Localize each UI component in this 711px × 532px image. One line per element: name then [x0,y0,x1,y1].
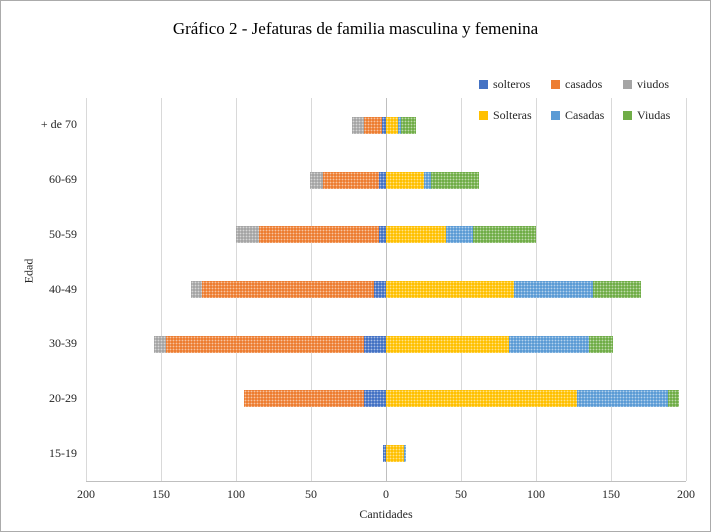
x-tick-label: 200 [77,487,95,501]
bar-segment-Solteras [386,445,404,462]
y-category-label: 50-59 [49,227,77,241]
bar-segment-solteros [363,336,386,353]
bar-segment-Viudas [588,336,613,353]
legend: solteros casados viudos Solteras Casadas Viud… [479,77,691,123]
bar-segment-viudos [191,281,202,298]
bar-segment-casados [323,172,379,189]
legend-item-Casadas: Casadas [551,108,619,123]
x-tick-label: 100 [527,487,545,501]
bar-segment-viudos [153,336,166,353]
bar-segment-Solteras [386,390,577,407]
legend-swatch [623,111,632,120]
y-axis-category-labels: + de 70 60-69 50-59 40-49 30-39 20-29 15-19 [1,98,77,481]
x-tick-label: 200 [677,487,695,501]
y-category-label: 15-19 [49,446,77,460]
bar-segment-casados [165,336,364,353]
bar-segment-Casadas [576,390,668,407]
legend-label: Viudas [637,108,671,122]
legend-item-viudos: viudos [623,77,691,92]
legend-label: casados [565,77,603,91]
bar-segment-viudos [351,117,364,134]
x-tick-label: 150 [152,487,170,501]
bar-segment-Casadas [446,226,473,243]
bar-segment-casados [258,226,379,243]
bar-segment-casados [201,281,374,298]
bar-segment-solteros [383,445,386,462]
legend-swatch [623,80,632,89]
legend-item-Viudas: Viudas [623,108,691,123]
legend-label: Solteras [493,108,532,122]
x-tick-label: 100 [227,487,245,501]
bar-segment-Viudas [431,172,479,189]
legend-swatch [551,111,560,120]
legend-label: Casadas [565,108,605,122]
gridline [686,98,687,481]
legend-swatch [479,80,488,89]
bar-segment-Casadas [509,336,589,353]
y-category-label: + de 70 [40,117,77,131]
x-axis-title: Cantidades [359,507,413,521]
bar-segment-Viudas [401,117,416,134]
bar-segment-solteros [378,172,386,189]
y-category-label: 30-39 [49,336,77,350]
bar-segment-Solteras [386,281,514,298]
x-tick-label: 150 [602,487,620,501]
y-category-label: 40-49 [49,282,77,296]
legend-item-solteros: solteros [479,77,547,92]
bar-segment-Casadas [404,445,406,462]
bar-segment-Solteras [386,336,509,353]
bar-segment-Casadas [423,172,431,189]
bar-segment-solteros [381,117,386,134]
bar-segment-Casadas [398,117,401,134]
gridline [161,98,162,481]
bar-segment-casados [243,390,364,407]
bar-segment-solteros [374,281,386,298]
bar-segment-Solteras [386,172,424,189]
bar-segment-Solteras [386,117,398,134]
legend-item-Solteras: Solteras [479,108,547,123]
bar-segment-Viudas [668,390,679,407]
y-category-label: 20-29 [49,391,77,405]
gridline [86,98,87,481]
x-tick-label: 50 [305,487,317,501]
x-tick-label: 50 [455,487,467,501]
legend-item-casados: casados [551,77,619,92]
bar-segment-Casadas [513,281,593,298]
plot-area [86,98,687,482]
bar-segment-casados [363,117,382,134]
bar-segment-Solteras [386,226,446,243]
x-axis-tick-labels: 200 150 100 50 0 50 100 150 200 [77,487,695,503]
bar-segment-viudos [236,226,259,243]
legend-label: viudos [637,77,670,91]
bar-segment-Viudas [473,226,536,243]
legend-swatch [551,80,560,89]
bar-segment-viudos [309,172,323,189]
x-tick-label: 0 [383,487,389,501]
y-category-label: 60-69 [49,172,77,186]
bar-segment-Viudas [593,281,641,298]
legend-label: solteros [493,77,531,91]
bar-segment-solteros [363,390,386,407]
legend-swatch [479,111,488,120]
chart-title: Gráfico 2 - Jefaturas de familia masculi… [172,19,539,38]
bar-segment-solteros [378,226,386,243]
